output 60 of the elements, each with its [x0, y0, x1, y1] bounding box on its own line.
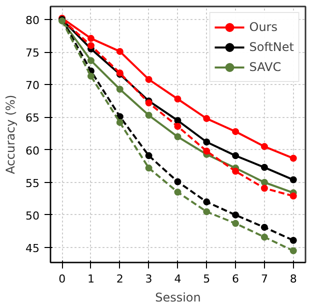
x-tick-label: 0: [58, 272, 66, 286]
point: [116, 118, 124, 126]
y-tick-label: 80: [26, 14, 40, 28]
point: [260, 184, 268, 192]
point: [145, 76, 152, 83]
x-tick-label: 2: [116, 272, 124, 286]
point: [203, 198, 210, 206]
point: [232, 128, 240, 136]
y-tick-label: 45: [26, 242, 40, 256]
point: [232, 152, 240, 160]
y-tick-label: 60: [26, 144, 40, 158]
legend-label: Ours: [249, 19, 278, 35]
legend-label: SoftNet: [249, 39, 294, 55]
y-tick-label: 55: [26, 176, 40, 190]
point: [232, 220, 240, 227]
y-tick-label: 70: [26, 79, 40, 92]
point: [87, 57, 94, 64]
x-tick-label: 7: [260, 272, 268, 286]
point: [260, 234, 268, 241]
point: [145, 164, 152, 172]
point: [203, 208, 210, 216]
point: [203, 148, 210, 155]
point: [290, 236, 297, 244]
y-tick-label: 65: [26, 112, 40, 125]
point: [203, 138, 210, 146]
point: [87, 42, 94, 50]
point: [232, 168, 240, 175]
point: [87, 72, 94, 80]
point: [145, 152, 152, 160]
point: [174, 188, 182, 196]
point: [290, 192, 297, 200]
point: [174, 96, 182, 102]
x-tick-label: 3: [145, 272, 152, 286]
point: [145, 112, 152, 119]
y-tick-label: 50: [26, 209, 40, 222]
point: [174, 133, 182, 140]
point: [174, 122, 182, 130]
point: [290, 176, 297, 184]
point: [174, 178, 182, 186]
legend-label: SAVC: [249, 59, 282, 75]
point: [174, 117, 182, 124]
point: [290, 154, 297, 162]
x-tick-label: 5: [203, 272, 210, 286]
point: [87, 34, 94, 42]
x-tick-label: 8: [290, 272, 297, 286]
point: [116, 86, 124, 93]
x-tick-label: 6: [232, 272, 240, 286]
x-axis-title: Session: [155, 290, 201, 304]
point: [203, 115, 210, 122]
y-tick-label: 75: [26, 46, 40, 60]
point: [260, 164, 268, 171]
point: [260, 178, 268, 186]
point: [260, 143, 268, 150]
point: [260, 224, 268, 231]
x-tick-label: 1: [87, 272, 94, 286]
point: [290, 247, 297, 254]
point: [232, 211, 240, 218]
y-axis-title: Accuracy (%): [4, 94, 18, 174]
point: [116, 48, 124, 55]
x-tick-label: 4: [174, 272, 182, 286]
